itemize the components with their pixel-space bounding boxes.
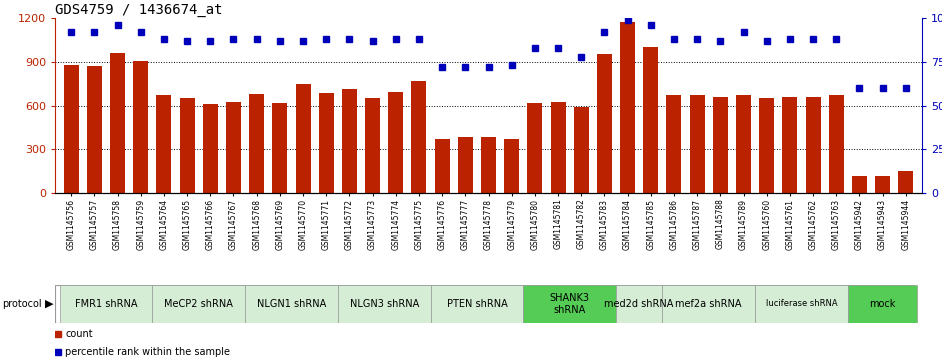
- Bar: [249, 94, 264, 193]
- Text: GDS4759 / 1436674_at: GDS4759 / 1436674_at: [55, 3, 222, 17]
- Bar: [365, 98, 381, 193]
- Bar: [528, 103, 543, 193]
- Bar: [245, 285, 338, 323]
- Text: luciferase shRNA: luciferase shRNA: [766, 299, 837, 309]
- Bar: [296, 83, 311, 193]
- Bar: [110, 53, 125, 193]
- Bar: [342, 89, 357, 193]
- Bar: [666, 95, 681, 193]
- Text: NLGN3 shRNA: NLGN3 shRNA: [349, 299, 419, 309]
- Bar: [616, 285, 662, 323]
- Bar: [226, 102, 241, 193]
- Bar: [59, 285, 153, 323]
- Bar: [203, 104, 218, 193]
- Bar: [458, 137, 473, 193]
- Bar: [550, 102, 565, 193]
- Bar: [620, 22, 635, 193]
- Text: percentile rank within the sample: percentile rank within the sample: [65, 347, 231, 356]
- Bar: [504, 139, 519, 193]
- Bar: [875, 175, 890, 193]
- Bar: [156, 95, 171, 193]
- Bar: [713, 97, 728, 193]
- Bar: [805, 97, 820, 193]
- Text: mef2a shRNA: mef2a shRNA: [675, 299, 742, 309]
- Text: MeCP2 shRNA: MeCP2 shRNA: [164, 299, 234, 309]
- Text: mock: mock: [869, 299, 896, 309]
- Bar: [643, 47, 658, 193]
- Bar: [523, 285, 616, 323]
- Text: SHANK3
shRNA: SHANK3 shRNA: [549, 293, 590, 315]
- Bar: [759, 98, 774, 193]
- Bar: [338, 285, 430, 323]
- Bar: [430, 285, 523, 323]
- Bar: [782, 98, 797, 193]
- Text: med2d shRNA: med2d shRNA: [605, 299, 674, 309]
- Text: ▶: ▶: [45, 299, 54, 309]
- Bar: [180, 98, 195, 193]
- Bar: [64, 65, 79, 193]
- Bar: [388, 92, 403, 193]
- Bar: [481, 137, 496, 193]
- Text: FMR1 shRNA: FMR1 shRNA: [74, 299, 138, 309]
- Text: PTEN shRNA: PTEN shRNA: [447, 299, 508, 309]
- Text: count: count: [65, 329, 93, 339]
- Bar: [755, 285, 848, 323]
- Bar: [272, 103, 287, 193]
- Bar: [848, 285, 918, 323]
- Bar: [318, 93, 333, 193]
- Bar: [412, 81, 427, 193]
- Bar: [662, 285, 755, 323]
- Bar: [736, 95, 751, 193]
- Bar: [829, 95, 844, 193]
- Bar: [133, 61, 148, 193]
- Text: NLGN1 shRNA: NLGN1 shRNA: [257, 299, 326, 309]
- Bar: [690, 95, 705, 193]
- Bar: [597, 54, 612, 193]
- Bar: [87, 66, 102, 193]
- Bar: [434, 139, 449, 193]
- Bar: [852, 176, 867, 193]
- Bar: [153, 285, 245, 323]
- Bar: [899, 171, 914, 193]
- Text: protocol: protocol: [2, 299, 41, 309]
- Bar: [574, 107, 589, 193]
